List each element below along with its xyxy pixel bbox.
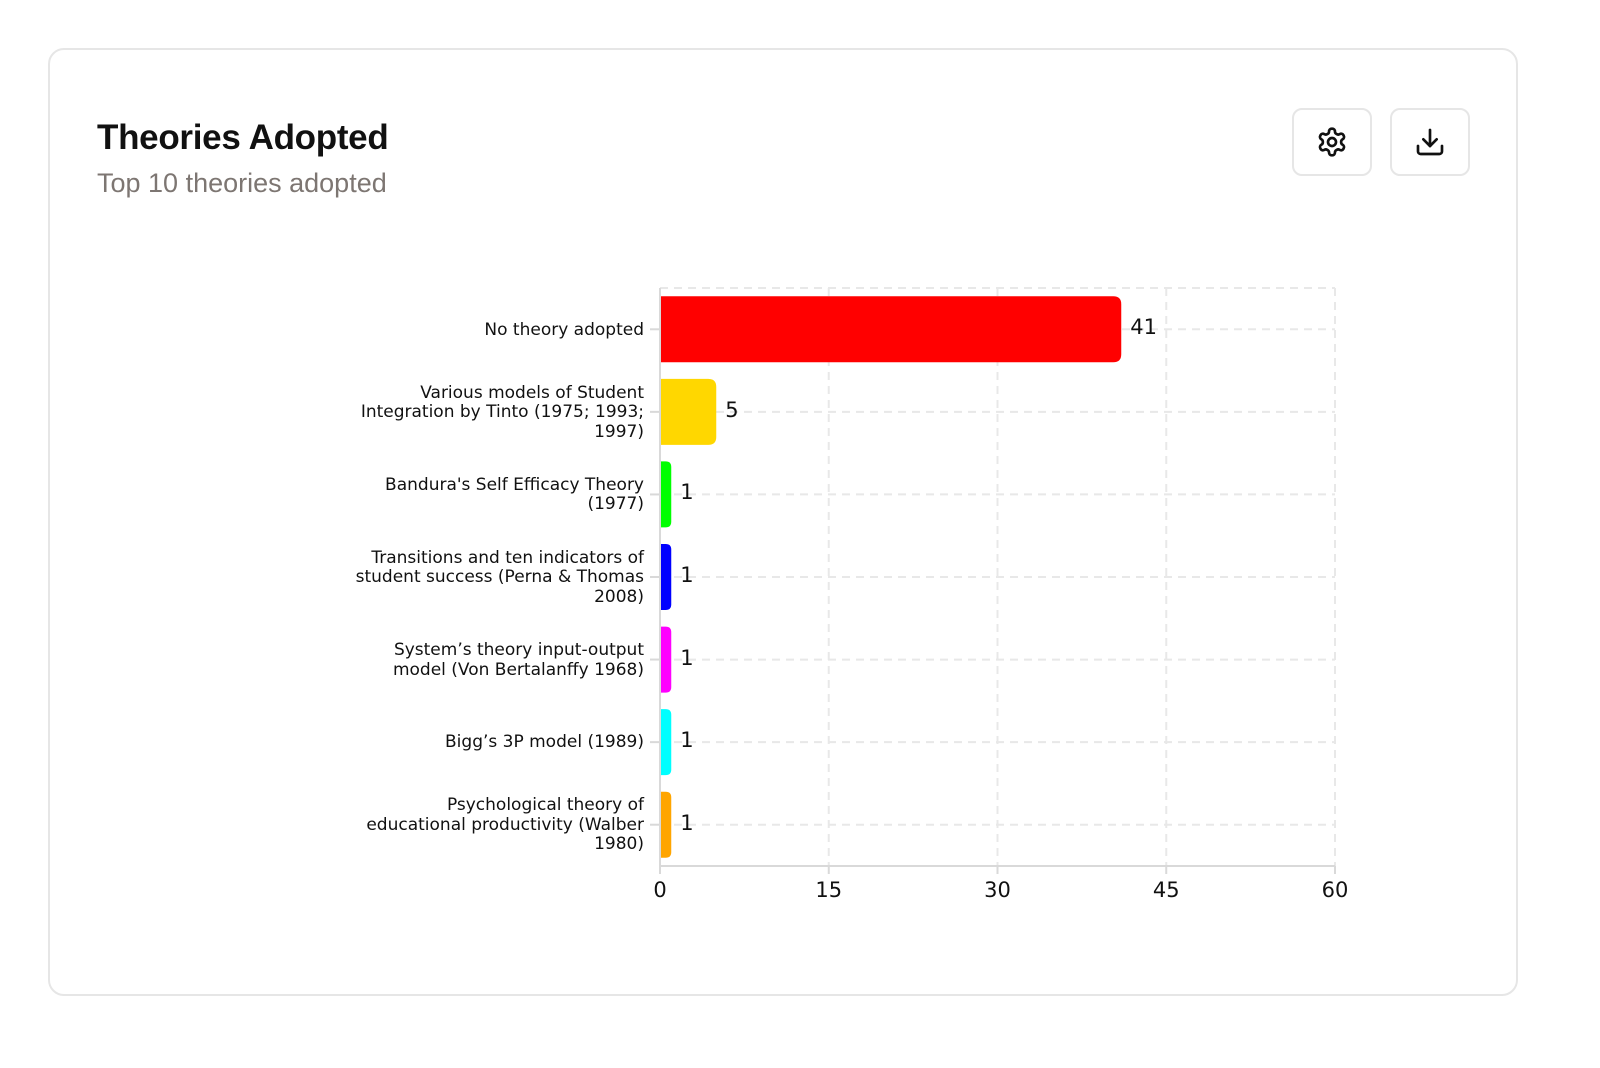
card-subtitle: Top 10 theories adopted [97,168,387,198]
bar[interactable] [660,709,672,776]
bar[interactable] [660,791,672,858]
bar-value-label: 1 [680,645,694,670]
x-tick-label: 30 [984,878,1011,902]
bar-value-label: 41 [1130,315,1157,340]
bar-value-label: 1 [680,480,694,505]
settings-button[interactable] [1292,108,1372,176]
bar[interactable] [660,544,672,610]
x-tick-label: 0 [653,878,667,902]
x-tick-label: 45 [1152,878,1180,902]
bar[interactable] [660,626,672,693]
gear-icon [1318,127,1346,157]
y-category-label: System’s theory input-output model (Von … [392,640,644,680]
y-category-label: No theory adopted [484,319,644,340]
y-category-label: Bigg’s 3P model (1989) [445,732,644,753]
bar-value-label: 5 [725,397,739,422]
download-icon [1416,128,1444,156]
bar[interactable] [660,461,672,528]
y-category-label: Psychological theory of educational prod… [366,795,644,855]
download-button[interactable] [1390,108,1470,176]
bar[interactable] [660,296,1122,363]
bar-value-label: 1 [680,810,694,835]
y-category-label: Transitions and ten indicators of studen… [355,547,644,607]
card-title: Theories Adopted [97,118,389,157]
bar-value-label: 1 [680,563,694,587]
chart-card [48,48,1518,996]
y-category-label: Various models of Student Integration by… [360,382,644,442]
bar[interactable] [660,378,717,445]
x-tick-label: 15 [815,878,843,902]
bar-value-label: 1 [680,728,694,753]
y-category-label: Bandura's Self Efficacy Theory (1977) [385,474,644,515]
x-tick-label: 60 [1321,878,1349,902]
